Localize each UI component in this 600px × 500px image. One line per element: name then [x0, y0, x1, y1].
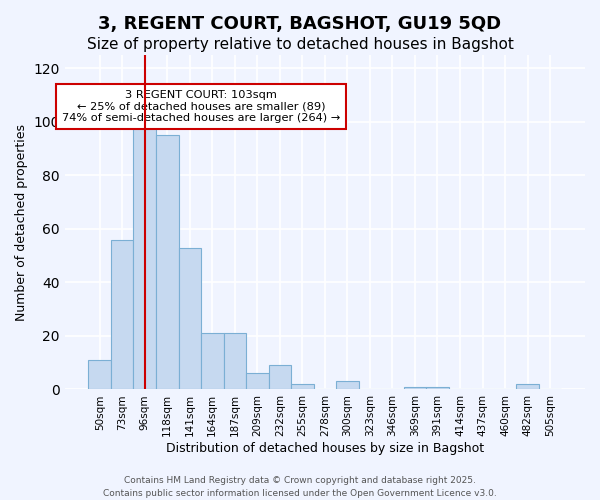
- Bar: [404, 387, 426, 390]
- Bar: [201, 334, 224, 390]
- Text: 3, REGENT COURT, BAGSHOT, GU19 5QD: 3, REGENT COURT, BAGSHOT, GU19 5QD: [98, 15, 502, 33]
- Text: Contains public sector information licensed under the Open Government Licence v3: Contains public sector information licen…: [103, 488, 497, 498]
- Bar: [269, 366, 291, 390]
- Bar: [133, 119, 156, 390]
- Y-axis label: Number of detached properties: Number of detached properties: [15, 124, 28, 320]
- X-axis label: Distribution of detached houses by size in Bagshot: Distribution of detached houses by size …: [166, 442, 484, 455]
- Bar: [156, 136, 179, 390]
- Text: Size of property relative to detached houses in Bagshot: Size of property relative to detached ho…: [86, 38, 514, 52]
- Bar: [224, 334, 246, 390]
- Bar: [179, 248, 201, 390]
- Bar: [517, 384, 539, 390]
- Bar: [111, 240, 133, 390]
- Bar: [246, 374, 269, 390]
- Bar: [426, 387, 449, 390]
- Text: Contains HM Land Registry data © Crown copyright and database right 2025.: Contains HM Land Registry data © Crown c…: [124, 476, 476, 485]
- Bar: [88, 360, 111, 390]
- Bar: [336, 382, 359, 390]
- Text: 3 REGENT COURT: 103sqm
← 25% of detached houses are smaller (89)
74% of semi-det: 3 REGENT COURT: 103sqm ← 25% of detached…: [62, 90, 340, 123]
- Bar: [291, 384, 314, 390]
